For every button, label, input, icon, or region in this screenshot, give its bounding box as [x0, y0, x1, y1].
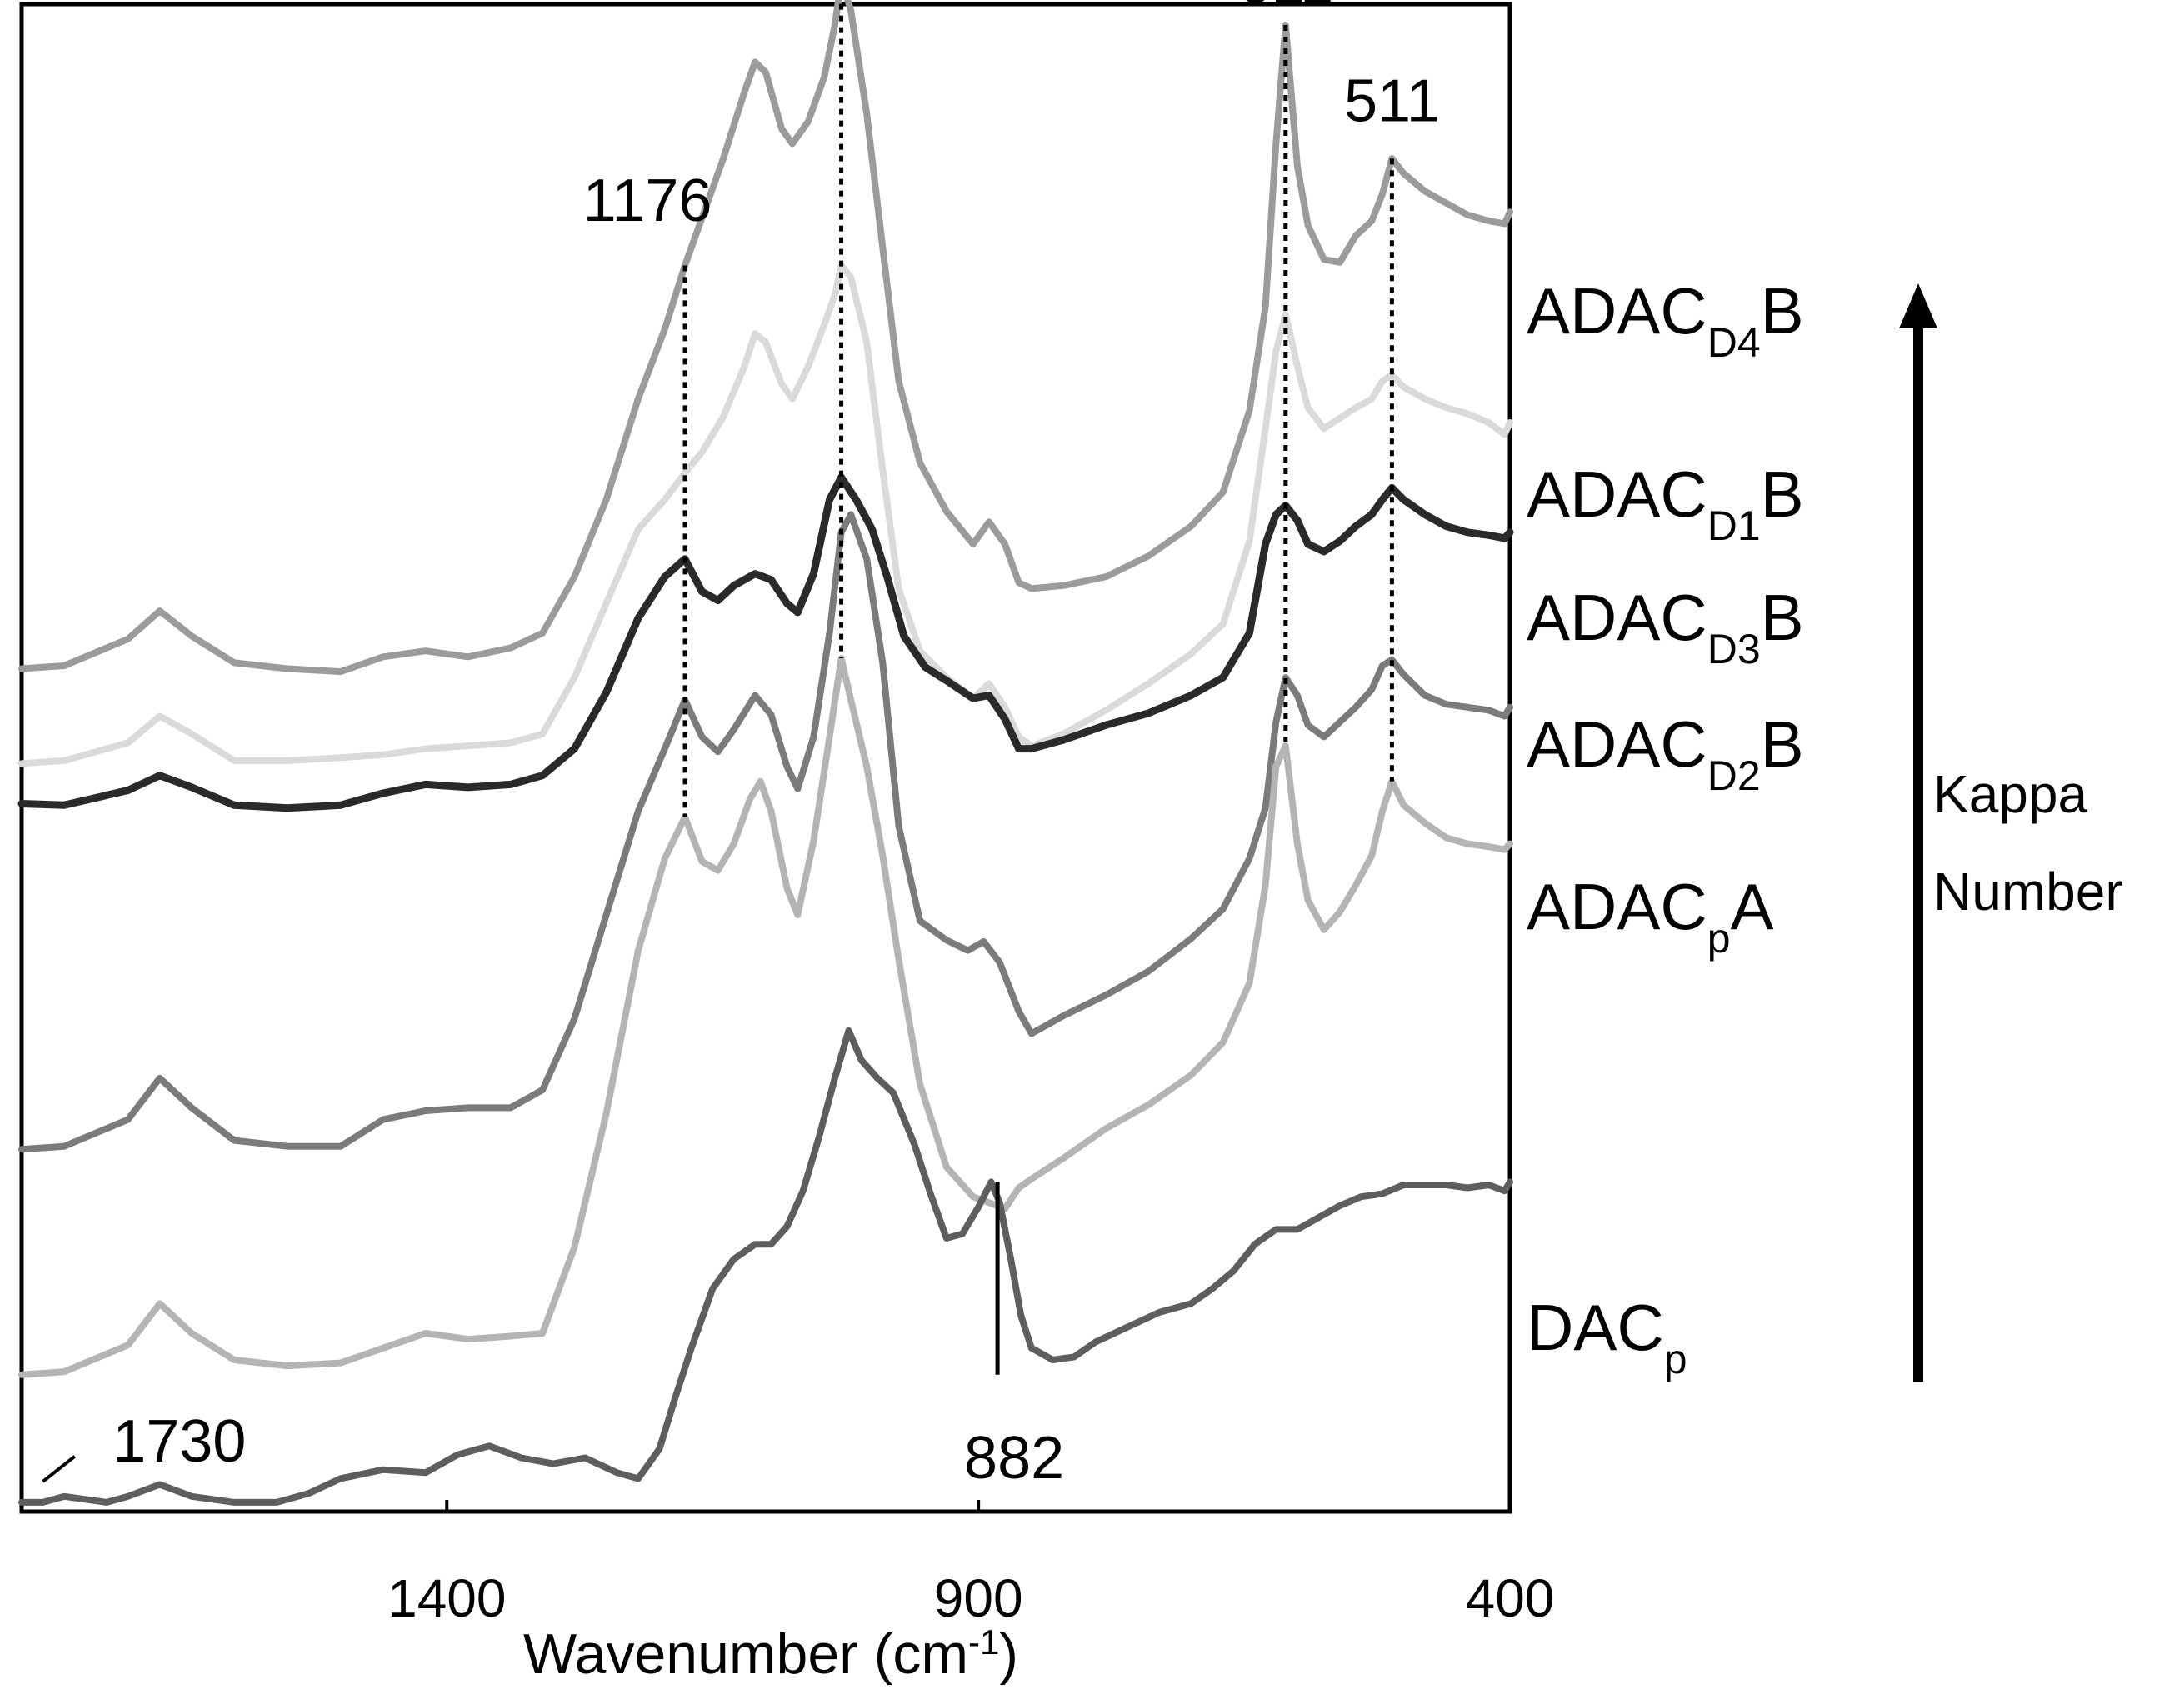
peak-label-882: 882 — [964, 1425, 1064, 1492]
x-axis-ticks: 1400 900 400 — [387, 1500, 1554, 1628]
series-label-adacd1b: ADACD1B — [1527, 458, 1804, 549]
series-label-adacd3b: ADACD3B — [1527, 581, 1804, 672]
series-line-adacd2b — [18, 511, 1513, 1153]
peak-label-1176: 1176 — [583, 168, 712, 234]
peak-leader-1730 — [42, 1455, 77, 1483]
x-axis-title: Wavenumber (cm-1) — [523, 1622, 1018, 1687]
series-label-dacp: DACp — [1527, 1291, 1687, 1382]
series-label-adacpa: ADACpA — [1527, 870, 1774, 962]
x-tick-label-900: 900 — [934, 1568, 1023, 1628]
peak-label-511: 511 — [1344, 68, 1440, 135]
series-labels: ADACD4B ADACD1B ADACD3B ADACD2B ADACpA DACp — [1527, 274, 1804, 1382]
series-line-adacd1b — [18, 262, 1513, 768]
x-tick-label-400: 400 — [1466, 1568, 1555, 1628]
x-tick-label-1400: 1400 — [387, 1568, 506, 1628]
marker-layer — [42, 0, 1394, 1483]
series-label-adacd2b: ADACD2B — [1527, 708, 1804, 799]
annotation-layer: 117610296115118821730 — [112, 0, 1439, 1492]
series-line-dacp — [18, 1027, 1513, 1506]
series-line-adacd3b — [17, 473, 1514, 812]
series-line-adacpa — [18, 655, 1513, 1378]
plot-frame — [19, 2, 1512, 1514]
peak-label-1730: 1730 — [112, 1408, 246, 1475]
series-layer — [17, 0, 1514, 1506]
peak-label-611: 611 — [1237, 0, 1333, 16]
series-line-adacd4b — [18, 0, 1513, 676]
kappa-label: Kappa — [1933, 764, 2087, 824]
series-label-adacd4b: ADACD4B — [1527, 274, 1804, 366]
arrow-head-icon — [1899, 283, 1937, 328]
kappa-number-arrow — [1899, 283, 1937, 1382]
number-label: Number — [1933, 862, 2123, 922]
